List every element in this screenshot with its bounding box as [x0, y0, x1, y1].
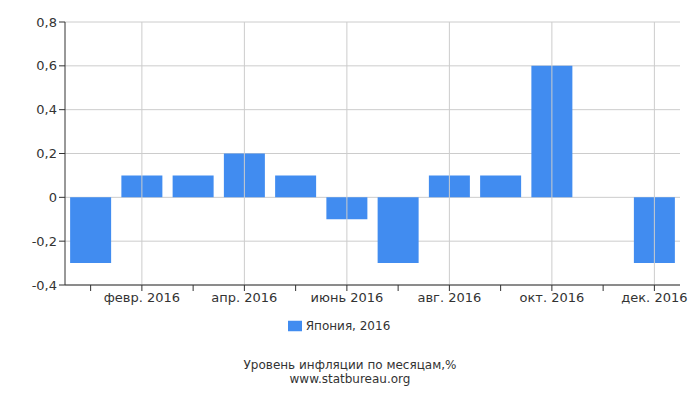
svg-text:0: 0	[49, 190, 57, 205]
svg-text:0,6: 0,6	[36, 58, 57, 73]
svg-text:февр. 2016: февр. 2016	[104, 290, 180, 305]
html-text:Япония, 2016: Япония, 2016	[305, 319, 391, 333]
svg-text:июнь 2016: июнь 2016	[310, 290, 383, 305]
svg-text:апр. 2016: апр. 2016	[211, 290, 277, 305]
svg-text:0,8: 0,8	[36, 15, 57, 30]
svg-text:-0,2: -0,2	[32, 234, 57, 249]
svg-text:-0,4: -0,4	[32, 278, 57, 293]
svg-text:окт. 2016: окт. 2016	[520, 290, 585, 305]
html-text:Уровень инфляции по месяцам,%: Уровень инфляции по месяцам,%	[243, 358, 457, 372]
svg-text:0,4: 0,4	[36, 102, 57, 117]
svg-text:дек. 2016: дек. 2016	[621, 290, 687, 305]
svg-text:0,2: 0,2	[36, 146, 57, 161]
html-text:www.statbureau.org: www.statbureau.org	[289, 372, 411, 386]
svg-text:авг. 2016: авг. 2016	[417, 290, 481, 305]
